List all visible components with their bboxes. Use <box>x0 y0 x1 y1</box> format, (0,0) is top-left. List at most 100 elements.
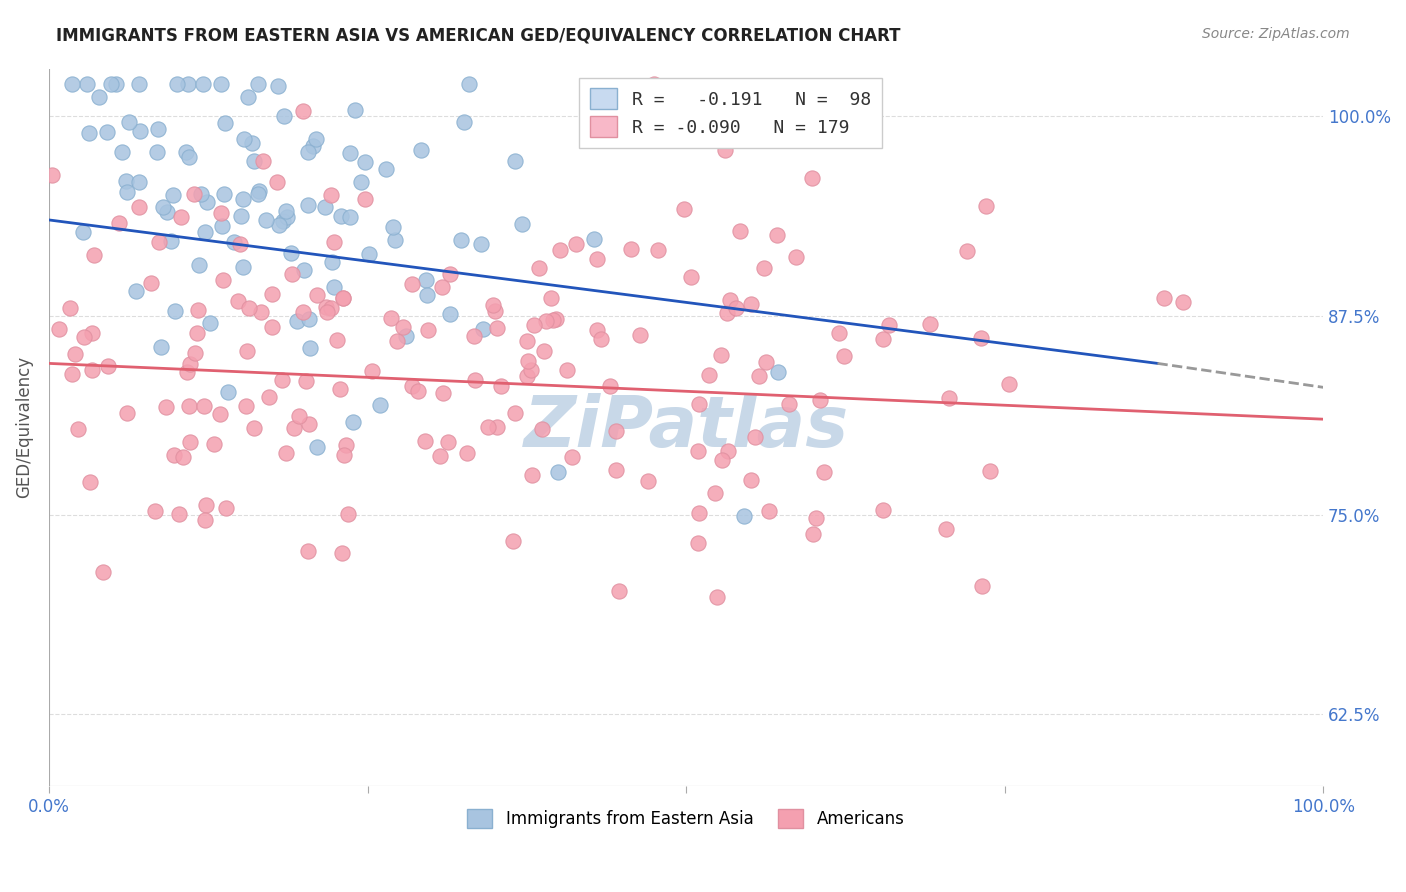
Point <box>321 254 343 268</box>
Point <box>232 192 254 206</box>
Point <box>591 332 613 346</box>
Point <box>477 420 499 434</box>
Point <box>198 316 221 330</box>
Point <box>194 513 217 527</box>
Point <box>193 399 215 413</box>
Point <box>48 322 70 336</box>
Point <box>605 424 627 438</box>
Point <box>411 143 433 157</box>
Point <box>183 186 205 201</box>
Point <box>100 78 122 92</box>
Point <box>877 318 900 332</box>
Point <box>755 355 778 369</box>
Point <box>752 261 775 276</box>
Point <box>620 242 643 256</box>
Point <box>111 145 134 159</box>
Point <box>710 348 733 362</box>
Point <box>186 326 208 340</box>
Point <box>163 303 186 318</box>
Point <box>329 382 352 396</box>
Point <box>332 448 354 462</box>
Point <box>307 440 329 454</box>
Point <box>160 234 183 248</box>
Point <box>270 373 292 387</box>
Point <box>516 334 538 348</box>
Point <box>155 401 177 415</box>
Point <box>222 235 245 249</box>
Point <box>1153 291 1175 305</box>
Point <box>344 103 367 117</box>
Point <box>510 217 533 231</box>
Point <box>406 384 429 399</box>
Point <box>146 145 169 159</box>
Point <box>162 188 184 202</box>
Point <box>832 349 855 363</box>
Point <box>195 195 218 210</box>
Point <box>117 185 139 199</box>
Point <box>484 304 506 318</box>
Point <box>688 397 710 411</box>
Point <box>329 209 352 223</box>
Point <box>297 145 319 159</box>
Point <box>643 78 665 92</box>
Point <box>354 193 377 207</box>
Point <box>60 367 83 381</box>
Point <box>401 379 423 393</box>
Text: Source: ZipAtlas.com: Source: ZipAtlas.com <box>1202 27 1350 41</box>
Point <box>125 284 148 298</box>
Point <box>565 236 588 251</box>
Point <box>744 430 766 444</box>
Point <box>315 300 337 314</box>
Point <box>115 406 138 420</box>
Point <box>238 90 260 104</box>
Point <box>80 363 103 377</box>
Point <box>242 136 264 150</box>
Point <box>115 174 138 188</box>
Point <box>432 385 454 400</box>
Point <box>672 202 695 216</box>
Point <box>956 244 979 259</box>
Point <box>384 233 406 247</box>
Point <box>128 78 150 92</box>
Point <box>292 304 315 318</box>
Point <box>429 450 451 464</box>
Point <box>439 308 461 322</box>
Point <box>194 498 217 512</box>
Point <box>647 243 669 257</box>
Point <box>194 225 217 239</box>
Point <box>298 417 321 431</box>
Point <box>935 521 957 535</box>
Point <box>607 583 630 598</box>
Point <box>184 346 207 360</box>
Legend: Immigrants from Eastern Asia, Americans: Immigrants from Eastern Asia, Americans <box>461 802 911 835</box>
Point <box>354 155 377 169</box>
Point <box>273 214 295 228</box>
Point <box>332 291 354 305</box>
Point <box>229 237 252 252</box>
Point <box>718 293 741 308</box>
Point <box>149 340 172 354</box>
Point <box>541 312 564 326</box>
Point <box>970 579 993 593</box>
Point <box>252 154 274 169</box>
Point <box>740 473 762 487</box>
Point <box>287 409 309 424</box>
Point <box>170 211 193 225</box>
Point <box>202 436 225 450</box>
Point <box>128 200 150 214</box>
Point <box>766 227 789 242</box>
Point <box>938 391 960 405</box>
Point <box>187 303 209 318</box>
Point <box>246 187 269 202</box>
Point <box>298 311 321 326</box>
Point <box>918 317 941 331</box>
Point <box>394 328 416 343</box>
Point <box>143 503 166 517</box>
Point <box>260 320 283 334</box>
Point <box>998 377 1021 392</box>
Point <box>458 78 481 92</box>
Point <box>305 287 328 301</box>
Point <box>179 434 201 449</box>
Point <box>872 332 894 346</box>
Point <box>471 322 494 336</box>
